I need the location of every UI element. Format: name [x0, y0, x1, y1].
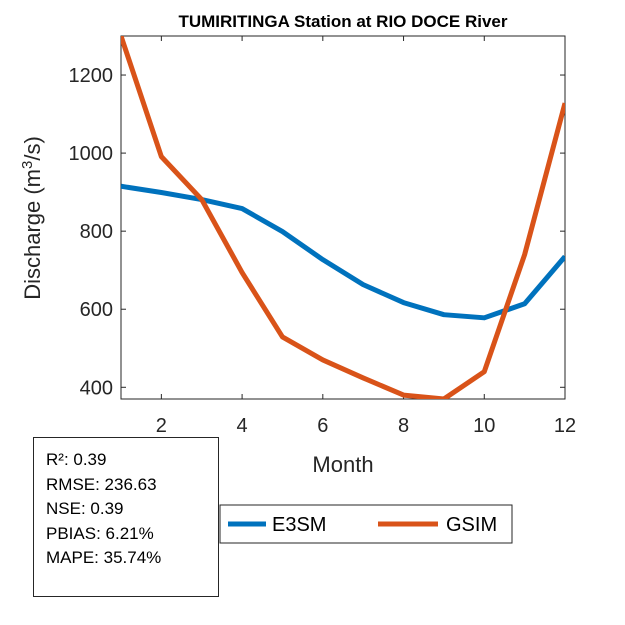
chart-title: TUMIRITINGA Station at RIO DOCE River — [178, 12, 507, 31]
y-tick-label: 1200 — [69, 65, 114, 87]
x-tick-label: 10 — [473, 415, 495, 437]
y-axis-label: Discharge (m3/s) — [19, 136, 46, 300]
stat-mape: MAPE: 35.74% — [46, 548, 162, 567]
plot-area — [120, 35, 566, 400]
x-tick-label: 6 — [317, 415, 328, 437]
x-tick-label: 12 — [554, 415, 576, 437]
stat-pbias: PBIAS: 6.21% — [46, 523, 154, 543]
x-axis-label: Month — [312, 452, 373, 477]
stat-rmse: RMSE: 236.63 — [46, 474, 157, 494]
x-tick-label: 2 — [156, 415, 167, 437]
y-tick-label: 1000 — [69, 143, 114, 165]
x-tick-label: 4 — [237, 415, 248, 437]
y-tick-label: 400 — [80, 377, 113, 399]
series-line-gsim — [121, 36, 565, 399]
stats-box: R²: 0.39 RMSE: 236.63 NSE: 0.39 PBIAS: 6… — [33, 437, 219, 597]
legend: E3SM GSIM — [219, 504, 513, 544]
y-tick-label: 600 — [80, 299, 113, 321]
stat-r2: R²: 0.39 — [46, 450, 107, 469]
stat-nse: NSE: 0.39 — [46, 499, 124, 518]
series-line-e3sm — [121, 183, 565, 321]
y-tick-label: 800 — [80, 221, 113, 243]
legend-label-gsim: GSIM — [446, 514, 497, 536]
legend-label-e3sm: E3SM — [272, 514, 326, 536]
legend-box — [219, 504, 513, 544]
x-tick-label: 8 — [398, 415, 409, 437]
